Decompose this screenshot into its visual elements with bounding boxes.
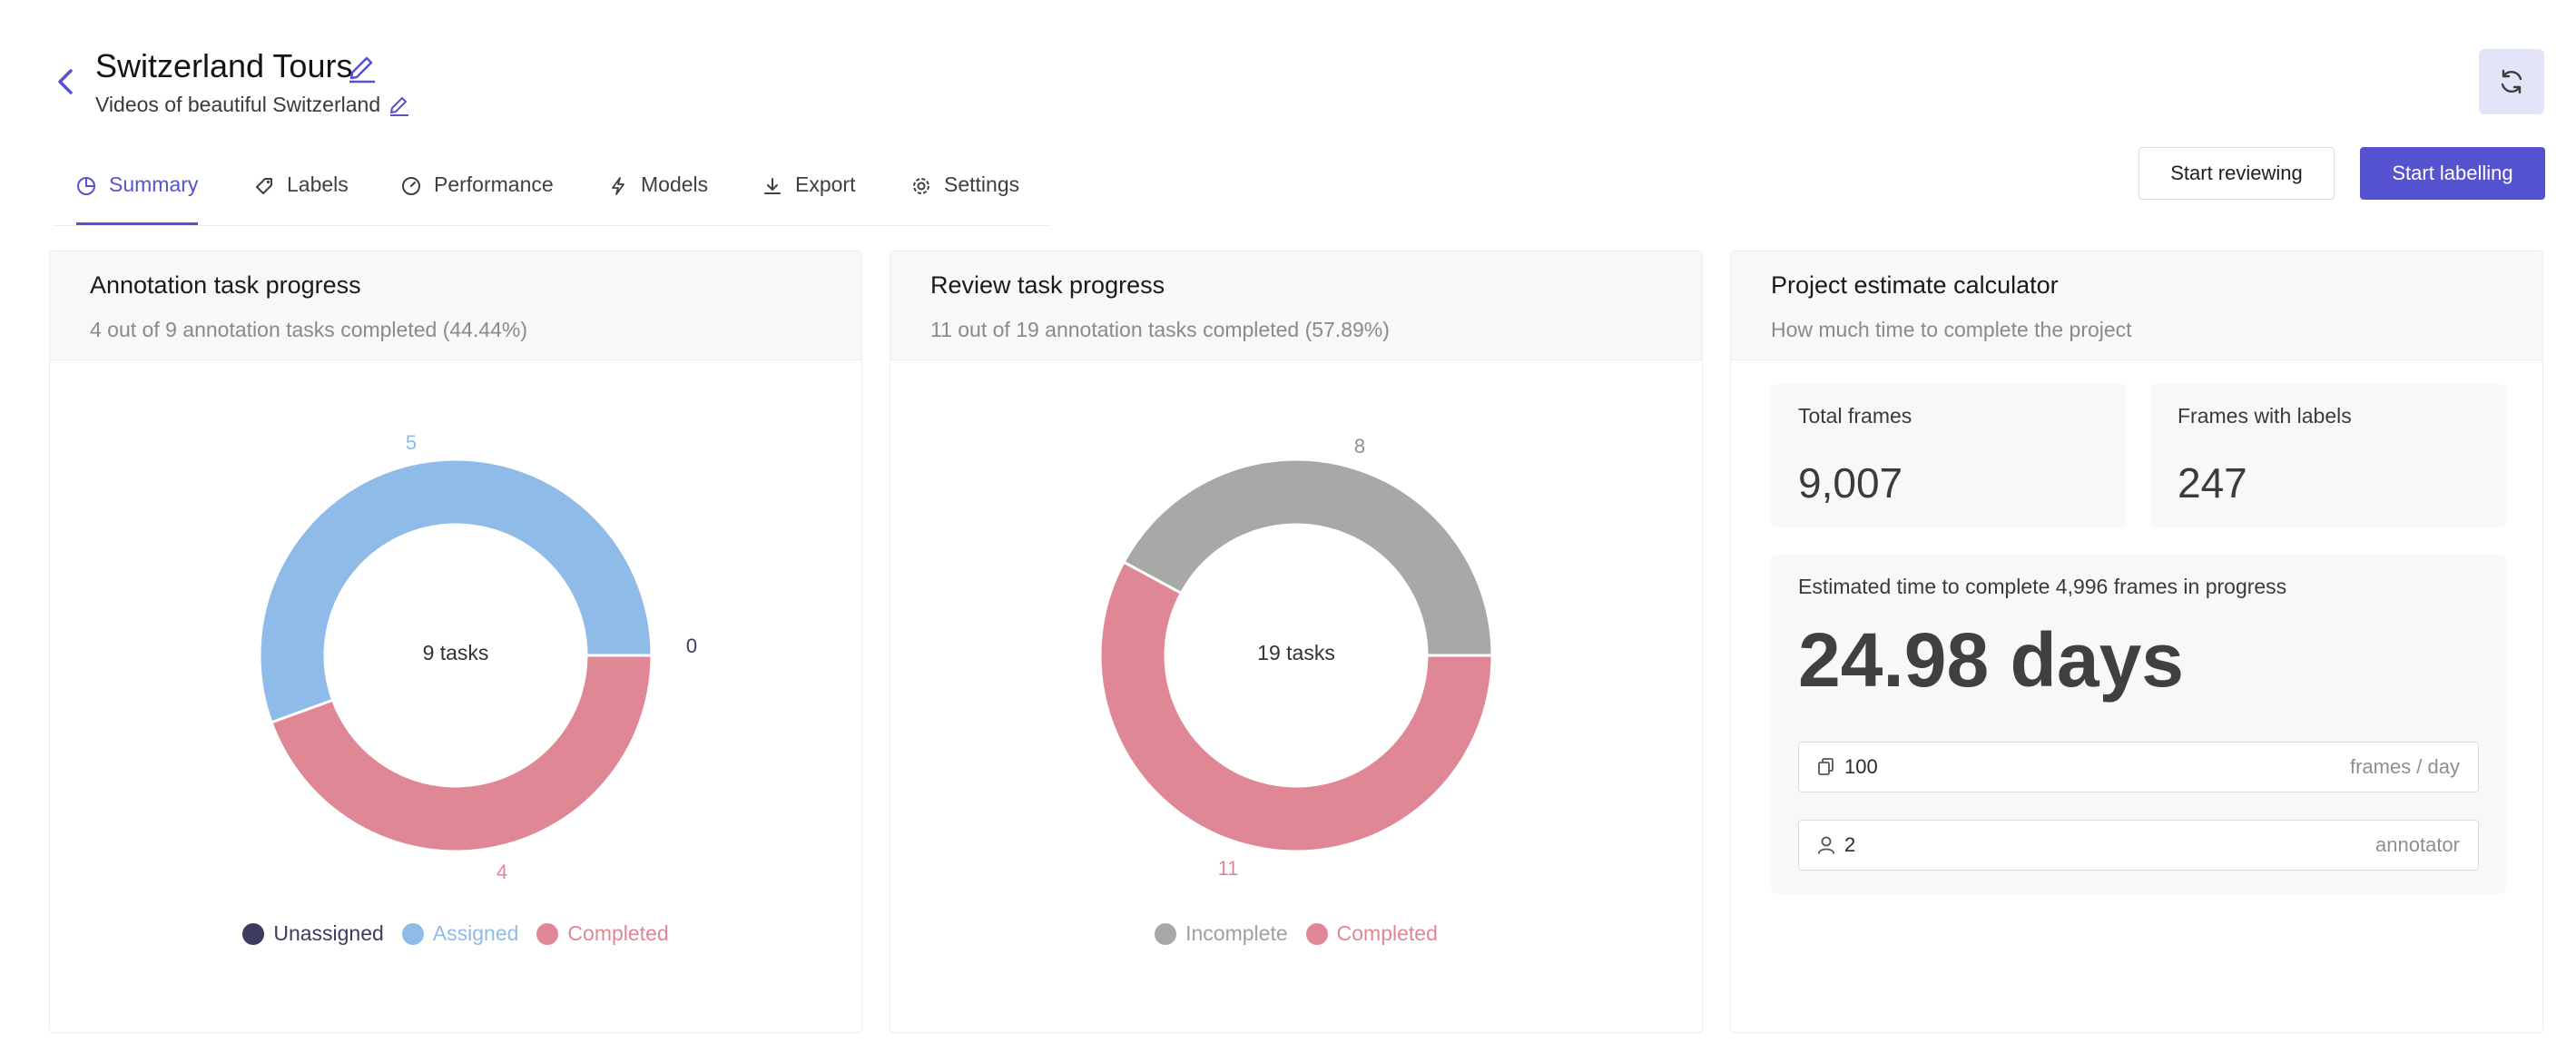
legend-label: Unassigned bbox=[273, 921, 384, 945]
start-reviewing-button[interactable]: Start reviewing bbox=[2138, 147, 2335, 200]
tab-label: Settings bbox=[944, 172, 1020, 196]
legend-item-completed[interactable]: Completed bbox=[536, 921, 669, 946]
chevron-left-icon bbox=[58, 69, 73, 94]
donut-slice-assigned[interactable] bbox=[258, 458, 654, 724]
data-label-completed: 4 bbox=[497, 861, 507, 883]
tab-label: Performance bbox=[434, 172, 554, 196]
review-donut-chart: 19 tasks 8 11 bbox=[1098, 435, 1494, 880]
annotation-progress-card: Annotation task progress 4 out of 9 anno… bbox=[49, 251, 862, 1033]
annotator-count-input[interactable]: 2 annotator bbox=[1798, 820, 2479, 871]
project-description: Videos of beautiful Switzerland bbox=[95, 93, 381, 116]
card-subtitle: 11 out of 19 annotation tasks completed … bbox=[930, 318, 1390, 341]
legend-label: Incomplete bbox=[1185, 921, 1288, 945]
legend-label: Completed bbox=[567, 921, 669, 945]
legend-swatch bbox=[401, 922, 424, 945]
input-suffix: annotator bbox=[2375, 833, 2460, 856]
chart-legend: Unassigned Assigned Completed bbox=[50, 921, 861, 946]
donut-slice-incomplete[interactable] bbox=[1121, 458, 1494, 657]
tab-label: Models bbox=[641, 172, 709, 196]
stat-value: 247 bbox=[2178, 459, 2247, 507]
user-icon bbox=[1818, 836, 1834, 854]
download-icon bbox=[764, 178, 781, 194]
frames-per-day-input[interactable]: 100 frames / day bbox=[1798, 742, 2479, 792]
chart-legend: Incomplete Completed bbox=[890, 921, 1702, 946]
stat-label: Frames with labels bbox=[2178, 404, 2352, 428]
copy-icon bbox=[1818, 758, 1834, 775]
card-subtitle: How much time to complete the project bbox=[1771, 318, 2132, 341]
tab-summary[interactable]: Summary bbox=[76, 172, 199, 225]
tag-icon bbox=[256, 178, 272, 194]
tab-label: Summary bbox=[109, 172, 199, 196]
stat-label: Total frames bbox=[1798, 404, 1912, 428]
card-header: Annotation task progress 4 out of 9 anno… bbox=[50, 251, 861, 360]
card-subtitle: 4 out of 9 annotation tasks completed (4… bbox=[90, 318, 528, 341]
pie-chart-icon bbox=[77, 177, 95, 195]
legend-swatch bbox=[242, 922, 265, 945]
legend-item-assigned[interactable]: Assigned bbox=[401, 921, 519, 946]
legend-swatch bbox=[1305, 922, 1328, 945]
data-label-completed: 11 bbox=[1218, 857, 1239, 880]
donut-slice-completed[interactable] bbox=[270, 654, 654, 853]
card-title: Project estimate calculator bbox=[1771, 271, 2059, 299]
input-value: 100 bbox=[1844, 755, 1878, 778]
tab-label: Export bbox=[795, 172, 856, 196]
legend-label: Assigned bbox=[432, 921, 519, 945]
legend-swatch bbox=[1155, 922, 1177, 945]
data-label-assigned: 5 bbox=[406, 431, 417, 454]
dashboard-icon bbox=[402, 177, 420, 195]
edit-description-button[interactable] bbox=[388, 93, 410, 116]
legend-item-completed[interactable]: Completed bbox=[1305, 921, 1438, 946]
estimated-time-box: Estimated time to complete 4,996 frames … bbox=[1771, 555, 2506, 894]
project-tabs: Summary Labels Performance Models Export bbox=[53, 162, 1051, 226]
edit-title-button[interactable] bbox=[347, 51, 378, 84]
input-suffix: frames / day bbox=[2349, 755, 2460, 778]
card-title: Annotation task progress bbox=[90, 271, 361, 299]
tab-labels[interactable]: Labels bbox=[254, 172, 349, 223]
card-header: Project estimate calculator How much tim… bbox=[1731, 251, 2542, 360]
tab-models[interactable]: Models bbox=[608, 172, 708, 223]
refresh-button[interactable] bbox=[2479, 49, 2544, 114]
legend-label: Completed bbox=[1336, 921, 1438, 945]
legend-item-unassigned[interactable]: Unassigned bbox=[242, 921, 384, 946]
project-title: Switzerland Tours bbox=[95, 47, 353, 84]
donut-slice-completed[interactable] bbox=[1098, 560, 1494, 853]
data-label-unassigned: 0 bbox=[686, 635, 697, 657]
start-labelling-button[interactable]: Start labelling bbox=[2360, 147, 2545, 200]
refresh-icon bbox=[2501, 69, 2522, 94]
card-header: Review task progress 11 out of 19 annota… bbox=[890, 251, 1702, 360]
pencil-icon bbox=[390, 97, 408, 116]
chart-center-label: 9 tasks bbox=[423, 641, 489, 664]
card-title: Review task progress bbox=[930, 271, 1165, 299]
stat-value: 9,007 bbox=[1798, 459, 1903, 507]
tab-performance[interactable]: Performance bbox=[401, 172, 554, 223]
gear-icon bbox=[913, 178, 929, 194]
tab-export[interactable]: Export bbox=[762, 172, 855, 223]
stat-label: Estimated time to complete 4,996 frames … bbox=[1798, 575, 2287, 598]
frames-with-labels-box: Frames with labels 247 bbox=[2150, 384, 2506, 527]
project-estimate-card: Project estimate calculator How much tim… bbox=[1730, 251, 2543, 1033]
input-value: 2 bbox=[1844, 833, 1856, 856]
review-progress-card: Review task progress 11 out of 19 annota… bbox=[890, 251, 1703, 1033]
annotation-donut-chart: 9 tasks 5 0 4 bbox=[258, 431, 697, 883]
estimated-days-value: 24.98 days bbox=[1798, 617, 2185, 703]
legend-swatch bbox=[536, 922, 559, 945]
legend-item-incomplete[interactable]: Incomplete bbox=[1155, 921, 1288, 946]
chart-center-label: 19 tasks bbox=[1257, 641, 1335, 664]
lightning-icon bbox=[612, 177, 624, 195]
pencil-icon bbox=[349, 56, 375, 84]
total-frames-box: Total frames 9,007 bbox=[1771, 384, 2127, 527]
data-label-incomplete: 8 bbox=[1354, 435, 1365, 458]
back-button[interactable] bbox=[51, 64, 84, 100]
tab-label: Labels bbox=[287, 172, 349, 196]
tab-settings[interactable]: Settings bbox=[911, 172, 1019, 223]
